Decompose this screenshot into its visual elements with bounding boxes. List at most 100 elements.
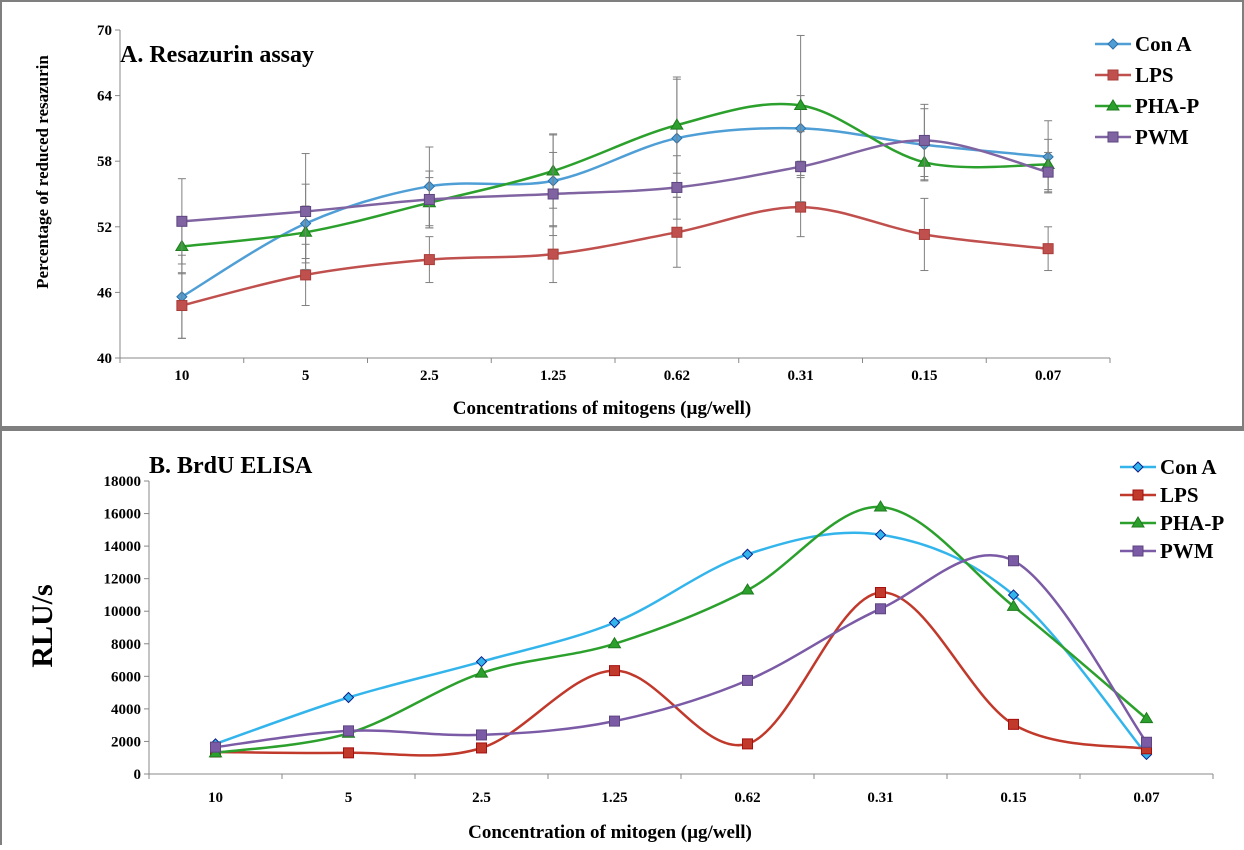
data-point	[176, 215, 188, 227]
data-point	[741, 548, 754, 560]
y-axis-title: Percentage of reduced resazurin	[33, 55, 52, 289]
brdu-chart: B. BrdU ELISA RLU/s Concentration of mit…	[26, 453, 1224, 843]
series-pwm	[176, 103, 1054, 270]
x-tick-label: 0.31	[788, 368, 814, 384]
x-tick-label: 0.07	[1035, 368, 1062, 384]
data-point	[609, 665, 620, 677]
x-tick-label: 5	[302, 368, 310, 384]
y-tick-label: 10000	[104, 604, 142, 620]
y-tick-label: 4000	[111, 702, 141, 718]
legend-label: PHA-P	[1135, 94, 1199, 118]
data-point	[476, 742, 487, 754]
brdu-panel: B. BrdU ELISA RLU/s Concentration of mit…	[0, 431, 1244, 845]
data-point	[342, 691, 355, 704]
y-tick-label: 6000	[111, 669, 141, 685]
x-tick-label: 1.25	[540, 368, 566, 384]
x-tick-label: 10	[208, 790, 223, 806]
legend-marker	[1107, 131, 1119, 143]
data-point	[1141, 736, 1152, 748]
data-point	[475, 655, 488, 668]
data-point	[609, 715, 620, 727]
legend-marker	[1131, 516, 1145, 528]
data-point	[1139, 711, 1154, 724]
data-point	[874, 529, 887, 541]
data-point	[918, 228, 930, 240]
data-point	[742, 674, 753, 686]
data-point	[795, 161, 807, 173]
series-line	[215, 505, 1148, 755]
legend-item: PWM	[1095, 125, 1189, 149]
legend-label: LPS	[1135, 63, 1174, 87]
y-tick-label: 18000	[104, 474, 142, 490]
data-point	[1008, 718, 1019, 730]
data-point	[423, 254, 435, 266]
series-line	[181, 126, 1049, 298]
legend-marker	[1107, 38, 1119, 50]
data-point	[343, 725, 354, 737]
legend-label: Con A	[1135, 32, 1192, 56]
chart-title: B. BrdU ELISA	[149, 453, 313, 479]
data-point	[671, 226, 683, 238]
data-point	[607, 636, 622, 649]
series-pwm	[210, 554, 1152, 753]
resazurin-panel: A. Resazurin assay Percentage of reduced…	[0, 0, 1244, 426]
data-point	[669, 118, 684, 130]
resazurin-chart: A. Resazurin assay Percentage of reduced…	[33, 23, 1199, 419]
y-tick-label: 70	[97, 23, 112, 39]
legend-item: Con A	[1120, 455, 1217, 479]
legend-label: PWM	[1135, 125, 1189, 149]
data-point	[300, 269, 312, 281]
x-tick-label: 0.07	[1133, 790, 1160, 806]
legend-item: LPS	[1120, 483, 1199, 507]
x-tick-label: 10	[174, 368, 189, 384]
legend-label: PHA-P	[1160, 511, 1224, 535]
legend-label: PWM	[1160, 539, 1214, 563]
series-line	[181, 139, 1049, 223]
data-point	[918, 134, 930, 146]
series-lps	[176, 177, 1054, 339]
data-point	[343, 747, 354, 759]
y-tick-label: 16000	[104, 507, 142, 523]
data-point	[476, 729, 487, 741]
data-point	[300, 205, 312, 217]
y-tick-label: 12000	[104, 572, 142, 588]
series-pha-p	[208, 500, 1154, 758]
data-point	[474, 666, 489, 678]
series-lps	[210, 587, 1152, 759]
y-tick-label: 46	[97, 285, 113, 301]
y-tick-label: 0	[134, 767, 142, 783]
legend-item: PHA-P	[1095, 94, 1199, 118]
data-point	[793, 98, 808, 110]
legend-label: LPS	[1160, 483, 1199, 507]
legend-item: PWM	[1120, 539, 1214, 563]
y-tick-label: 58	[97, 154, 112, 170]
data-point	[795, 201, 807, 213]
data-point	[547, 188, 559, 200]
series-line	[215, 591, 1147, 757]
x-tick-label: 0.15	[1000, 790, 1026, 806]
data-point	[875, 603, 886, 615]
y-tick-label: 64	[97, 89, 113, 105]
y-tick-label: 2000	[111, 734, 141, 750]
legend-marker	[1132, 461, 1144, 473]
x-tick-label: 0.15	[911, 368, 937, 384]
x-axis-title: Concentration of mitogen (µg/well)	[468, 822, 752, 843]
legend-label: Con A	[1160, 455, 1217, 479]
data-point	[875, 587, 886, 599]
x-tick-label: 0.62	[664, 368, 690, 384]
data-point	[1006, 599, 1021, 611]
legend-item: PHA-P	[1120, 511, 1224, 535]
x-axis-title: Concentrations of mitogens (µg/well)	[453, 398, 752, 419]
data-point	[608, 616, 621, 629]
x-tick-label: 0.62	[734, 790, 760, 806]
x-tick-label: 2.5	[420, 368, 439, 384]
y-tick-label: 40	[97, 351, 112, 367]
data-point	[423, 193, 435, 205]
series-line	[181, 205, 1049, 307]
y-axis-title: RLU/s	[26, 584, 59, 667]
data-point	[671, 181, 683, 193]
y-tick-label: 14000	[104, 539, 142, 555]
legend-item: Con A	[1095, 32, 1192, 56]
data-point	[176, 300, 188, 312]
